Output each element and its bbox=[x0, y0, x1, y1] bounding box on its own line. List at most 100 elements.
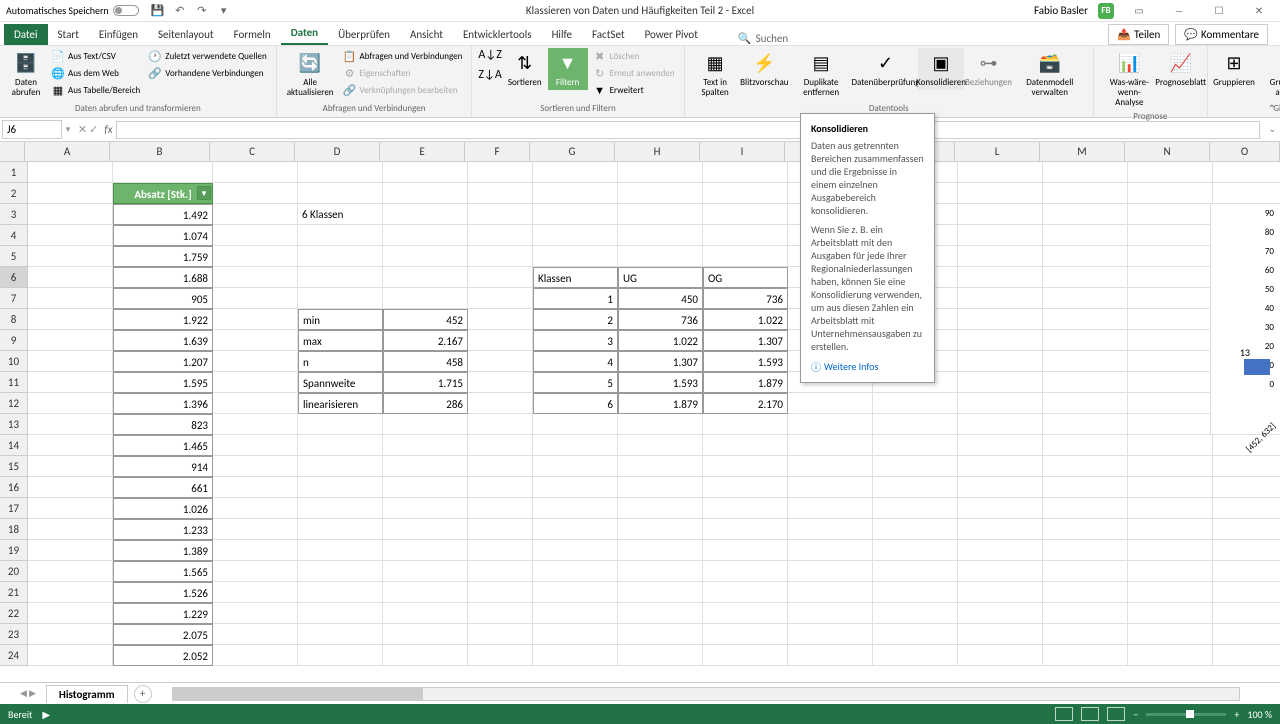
expand-fx-icon[interactable]: ⌄ bbox=[1268, 124, 1276, 135]
add-sheet-button[interactable]: + bbox=[134, 685, 152, 703]
cell[interactable] bbox=[28, 225, 113, 246]
row-header[interactable]: 7 bbox=[0, 288, 28, 309]
cell[interactable] bbox=[1128, 414, 1213, 435]
cell[interactable]: 3 bbox=[533, 330, 618, 351]
row-header[interactable]: 8 bbox=[0, 309, 28, 330]
cell[interactable] bbox=[788, 393, 873, 414]
cell[interactable] bbox=[533, 582, 618, 603]
cell[interactable]: 736 bbox=[618, 309, 703, 330]
tab-file[interactable]: Datei bbox=[4, 24, 48, 45]
cell[interactable] bbox=[213, 267, 298, 288]
cell[interactable] bbox=[958, 624, 1043, 645]
sheet-nav[interactable]: ◀ ▶ bbox=[20, 688, 36, 699]
tab-review[interactable]: Überprüfen bbox=[328, 24, 400, 45]
page-layout-icon[interactable] bbox=[1081, 707, 1099, 721]
cell[interactable]: 1.593 bbox=[618, 372, 703, 393]
get-data-button[interactable]: 🗄️ Daten abrufen bbox=[6, 48, 46, 100]
cell[interactable] bbox=[533, 162, 618, 183]
cell[interactable] bbox=[618, 603, 703, 624]
cell[interactable] bbox=[468, 309, 533, 330]
remove-dup-button[interactable]: ▤Duplikate entfernen bbox=[789, 48, 853, 100]
cell[interactable]: Klassen bbox=[533, 267, 618, 288]
cell[interactable] bbox=[28, 183, 113, 204]
row-header[interactable]: 3 bbox=[0, 204, 28, 225]
cell[interactable]: 2.167 bbox=[383, 330, 468, 351]
cell[interactable]: 6 Klassen bbox=[298, 204, 383, 225]
zoom-out-icon[interactable]: − bbox=[1133, 708, 1138, 721]
col-header-O[interactable]: O bbox=[1210, 142, 1280, 161]
cell[interactable] bbox=[468, 330, 533, 351]
row-header[interactable]: 12 bbox=[0, 393, 28, 414]
cell[interactable] bbox=[1213, 498, 1280, 519]
cell[interactable] bbox=[958, 351, 1043, 372]
cell[interactable] bbox=[1043, 288, 1128, 309]
cell[interactable] bbox=[703, 624, 788, 645]
cell[interactable] bbox=[533, 225, 618, 246]
row-header[interactable]: 10 bbox=[0, 351, 28, 372]
cell[interactable] bbox=[1128, 225, 1213, 246]
sheet-tab-histogramm[interactable]: Histogramm bbox=[46, 685, 128, 703]
cell[interactable] bbox=[383, 456, 468, 477]
cell[interactable] bbox=[383, 645, 468, 666]
cell[interactable] bbox=[298, 162, 383, 183]
cell[interactable] bbox=[213, 372, 298, 393]
share-button[interactable]: 📤 Teilen bbox=[1108, 24, 1169, 45]
cell[interactable] bbox=[703, 582, 788, 603]
cell[interactable]: 1.307 bbox=[618, 351, 703, 372]
cell[interactable] bbox=[298, 519, 383, 540]
cell[interactable] bbox=[383, 435, 468, 456]
cell[interactable] bbox=[1043, 204, 1128, 225]
cell[interactable]: 1.207 bbox=[113, 351, 213, 372]
cell[interactable] bbox=[28, 477, 113, 498]
cell[interactable]: min bbox=[298, 309, 383, 330]
col-header-N[interactable]: N bbox=[1125, 142, 1210, 161]
cell[interactable]: 1 bbox=[533, 288, 618, 309]
cell[interactable] bbox=[873, 477, 958, 498]
cell[interactable] bbox=[28, 393, 113, 414]
cell[interactable] bbox=[298, 624, 383, 645]
cell[interactable] bbox=[28, 582, 113, 603]
tab-powerpivot[interactable]: Power Pivot bbox=[635, 24, 708, 45]
cell[interactable] bbox=[1128, 183, 1213, 204]
cell[interactable] bbox=[213, 561, 298, 582]
cell[interactable] bbox=[618, 624, 703, 645]
cell[interactable] bbox=[468, 582, 533, 603]
cell[interactable] bbox=[1128, 351, 1213, 372]
col-header-I[interactable]: I bbox=[700, 142, 785, 161]
cell[interactable] bbox=[1043, 498, 1128, 519]
row-header[interactable]: 23 bbox=[0, 624, 28, 645]
cell[interactable] bbox=[1128, 603, 1213, 624]
macro-icon[interactable]: ▶ bbox=[42, 708, 50, 721]
namebox-dropdown-icon[interactable]: ▼ bbox=[64, 125, 72, 135]
cell[interactable] bbox=[1128, 204, 1213, 225]
row-header[interactable]: 22 bbox=[0, 603, 28, 624]
row-header[interactable]: 1 bbox=[0, 162, 28, 183]
cell[interactable] bbox=[703, 246, 788, 267]
cell[interactable] bbox=[703, 162, 788, 183]
col-header-E[interactable]: E bbox=[380, 142, 465, 161]
cell[interactable]: Spannweite bbox=[298, 372, 383, 393]
cell[interactable] bbox=[618, 456, 703, 477]
cell[interactable] bbox=[1128, 477, 1213, 498]
clear-button[interactable]: ✖Löschen bbox=[590, 48, 678, 64]
cell[interactable] bbox=[28, 414, 113, 435]
cell[interactable] bbox=[1213, 477, 1280, 498]
cell[interactable] bbox=[1128, 309, 1213, 330]
cell[interactable]: 1.307 bbox=[703, 330, 788, 351]
cell[interactable] bbox=[788, 624, 873, 645]
cell[interactable] bbox=[28, 498, 113, 519]
cell[interactable] bbox=[1043, 645, 1128, 666]
cell[interactable] bbox=[1128, 519, 1213, 540]
cell[interactable] bbox=[958, 309, 1043, 330]
cell[interactable] bbox=[28, 246, 113, 267]
ungroup-button[interactable]: ⊟Gruppierung aufheben bbox=[1256, 48, 1280, 100]
cell[interactable] bbox=[1128, 246, 1213, 267]
cell[interactable] bbox=[958, 414, 1043, 435]
cell[interactable]: 2.075 bbox=[113, 624, 213, 645]
cell[interactable] bbox=[1128, 498, 1213, 519]
cell[interactable]: Absatz [Stk.]▼ bbox=[113, 183, 213, 204]
tab-view[interactable]: Ansicht bbox=[400, 24, 453, 45]
cell[interactable] bbox=[298, 267, 383, 288]
ribbon-options-icon[interactable]: ▭ bbox=[1124, 1, 1154, 21]
select-all-corner[interactable] bbox=[0, 142, 25, 161]
